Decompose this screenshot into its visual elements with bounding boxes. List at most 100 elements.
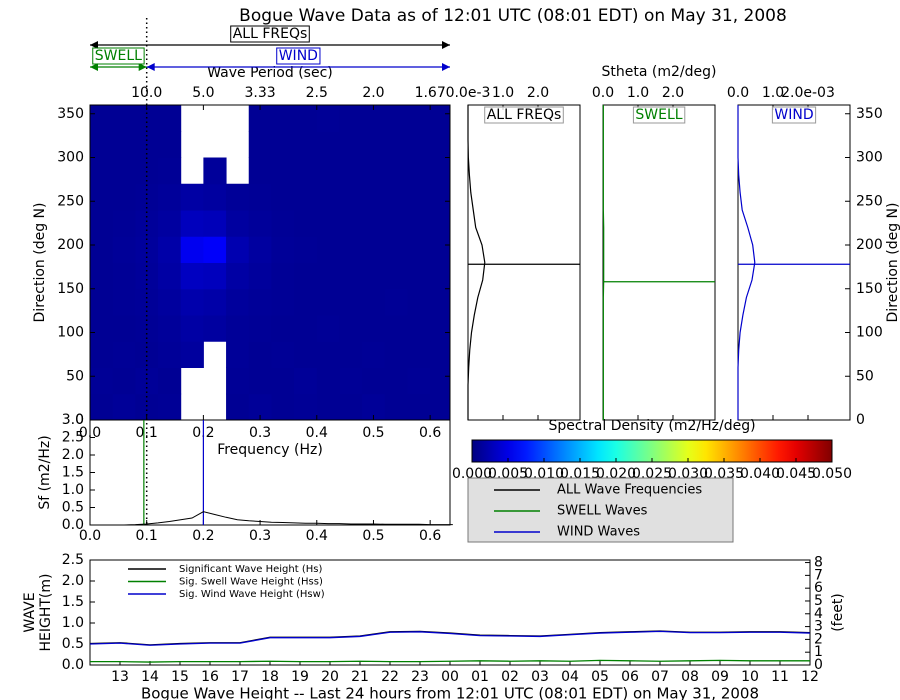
x-tick-label: 17 xyxy=(231,669,249,685)
y-tick-label: 0.5 xyxy=(62,636,84,652)
heatmap-cell xyxy=(180,236,204,263)
x-tick-label: 0.4 xyxy=(306,425,328,441)
y-tick-label: 3.0 xyxy=(62,412,84,428)
heatmap-cell xyxy=(158,210,182,237)
heatmap-cell xyxy=(135,210,159,237)
heatmap-cell xyxy=(90,236,114,263)
heatmap-cell xyxy=(384,210,408,237)
y2-tick-label: 0 xyxy=(814,657,823,673)
heatmap-cell xyxy=(271,393,295,420)
x-tick-label: 0.0e-3 xyxy=(446,85,491,101)
y2-tick-label: 4 xyxy=(814,606,823,622)
y-tick-label: 100 xyxy=(57,325,84,341)
y-tick-label: 0 xyxy=(75,412,84,428)
y-tick-label: 1.0 xyxy=(62,615,84,631)
heatmap-cell xyxy=(271,157,295,185)
x-tick-label: 09 xyxy=(711,669,729,685)
legend-label: Sig. Swell Wave Height (Hss) xyxy=(179,577,323,588)
x-tick-label: 0.0 xyxy=(727,85,749,101)
x-tick-label: 1.0 xyxy=(762,85,784,101)
heatmap-cell xyxy=(271,236,295,263)
series-line xyxy=(90,659,810,663)
heatmap-cell xyxy=(271,315,295,342)
heatmap-cell xyxy=(339,183,363,211)
heatmap-cell xyxy=(430,341,450,368)
heatmap-cell xyxy=(180,341,204,368)
y-tick-label: 50 xyxy=(66,368,84,384)
label-box xyxy=(484,106,564,124)
heatmap-cell xyxy=(362,157,386,185)
x-tick-label: 0.5 xyxy=(362,528,384,544)
heatmap-cell xyxy=(226,288,250,316)
y-tick-label: 0.5 xyxy=(62,500,84,516)
heatmap-cell xyxy=(316,315,340,342)
x-tick-label: 1.0 xyxy=(492,85,514,101)
heatmap-cell xyxy=(316,105,340,132)
y-tick-label: 0.0 xyxy=(62,517,84,533)
y-axis-label: HEIGHT(m) xyxy=(38,574,54,652)
x-tick-label: 03 xyxy=(531,669,549,685)
plot-frame xyxy=(467,104,581,421)
heatmap-cell xyxy=(407,210,431,237)
label-box xyxy=(92,47,145,65)
x-tick-label: 06 xyxy=(621,669,639,685)
x-tick-label: 00 xyxy=(441,669,459,685)
heatmap-cell xyxy=(203,183,227,211)
heatmap-cell xyxy=(339,367,363,395)
y-tick-label: 1.0 xyxy=(62,482,84,498)
heatmap-cell xyxy=(112,131,136,158)
heatmap-cell xyxy=(316,183,340,211)
x-tick-label: 2.0 xyxy=(662,85,684,101)
band-label: ALL FREQs xyxy=(233,26,308,42)
y-tick-label: 250 xyxy=(57,193,84,209)
colorbar-tick-label: 0.040 xyxy=(740,466,780,482)
heatmap-cell xyxy=(316,367,340,395)
x-tick-label: 0.6 xyxy=(419,425,441,441)
heatmap-cell xyxy=(294,288,318,316)
heatmap-cell xyxy=(180,210,204,237)
heatmap-cell xyxy=(384,393,408,420)
y2-tick-label: 3 xyxy=(814,619,823,635)
x-tick-label: 0.6 xyxy=(419,528,441,544)
heatmap-cell xyxy=(158,157,182,185)
heatmap-cell xyxy=(112,262,136,290)
y2-axis-label: (feet) xyxy=(830,593,846,632)
heatmap-cell xyxy=(362,131,386,158)
heatmap-cell xyxy=(112,210,136,237)
arrow-head xyxy=(442,41,450,49)
y-tick-label: 0 xyxy=(856,412,865,428)
x-top-tick-label: 5.0 xyxy=(192,85,214,101)
x-tick-label: 02 xyxy=(501,669,519,685)
heatmap-cell xyxy=(112,157,136,185)
x-tick-label: 23 xyxy=(411,669,429,685)
heatmap-cell xyxy=(384,131,408,158)
heatmap-cell xyxy=(226,315,250,342)
heatmap-cell xyxy=(384,183,408,211)
heatmap-cell xyxy=(430,315,450,342)
x-tick-label: 10 xyxy=(741,669,759,685)
x-tick-label: 2.0 xyxy=(527,85,549,101)
profile-line xyxy=(737,105,756,420)
heatmap-cell xyxy=(248,183,272,211)
x-axis-label: Bogue Wave Height -- Last 24 hours from … xyxy=(141,685,759,700)
heatmap-cell xyxy=(203,288,227,316)
y-axis-label: WAVE xyxy=(22,592,38,632)
y2-tick-label: 5 xyxy=(814,593,823,609)
heatmap-cell xyxy=(407,393,431,420)
heatmap-cell xyxy=(112,367,136,395)
x-tick-label: 16 xyxy=(201,669,219,685)
heatmap-cell xyxy=(248,157,272,185)
heatmap-cell xyxy=(226,393,250,420)
heatmap-cell xyxy=(112,183,136,211)
x-tick-label: 0.1 xyxy=(136,528,158,544)
heatmap-cell xyxy=(271,288,295,316)
heatmap-cell xyxy=(430,393,450,420)
x-tick-label: 01 xyxy=(471,669,489,685)
heatmap-cell xyxy=(135,315,159,342)
heatmap-cell xyxy=(339,288,363,316)
heatmap-cell xyxy=(248,131,272,158)
heatmap-cell xyxy=(271,367,295,395)
heatmap-cell xyxy=(135,183,159,211)
heatmap-cell xyxy=(407,105,431,132)
heatmap-cell xyxy=(430,183,450,211)
